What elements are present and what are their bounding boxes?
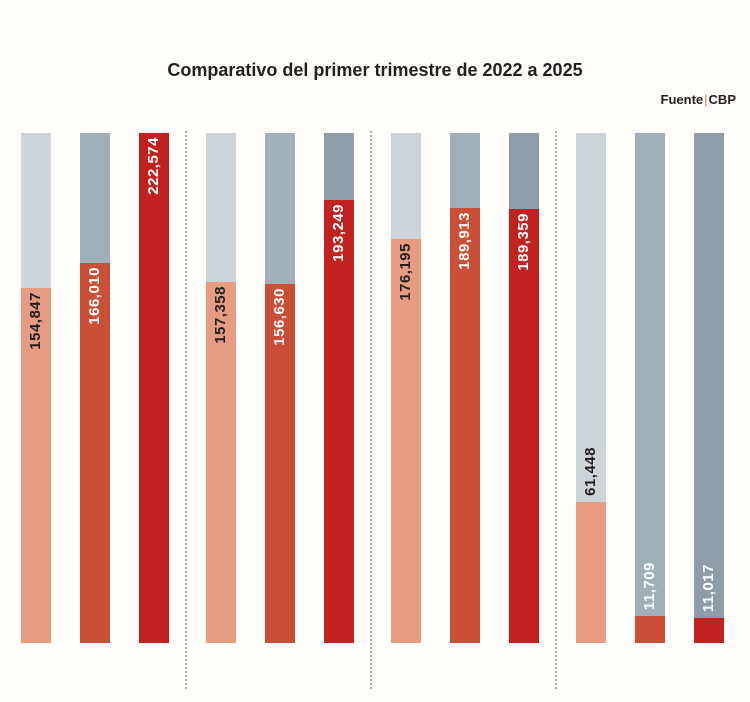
value-label-2022-ENE: 154,847: [27, 292, 44, 350]
group-separator: [185, 131, 187, 691]
source-separator: |: [704, 92, 708, 107]
bar-2024-MAR: [509, 209, 539, 643]
source-credit: Fuente|CBP: [661, 92, 736, 107]
bar-column-2022-MAR: 222,574: [139, 133, 169, 643]
bar-2022-FEB: [80, 263, 110, 643]
bar-2025-MAR: [694, 618, 724, 643]
value-label-2024-ENE: 176,195: [397, 243, 414, 301]
year-group-2025: 61,448ENE11,709FEB11,017MAR2025: [566, 133, 732, 702]
bar-column-2024-MAR: 189,359: [509, 133, 539, 643]
bar-column-2023-MAR: 193,249: [324, 133, 354, 643]
value-label-2024-MAR: 189,359: [515, 213, 532, 271]
value-label-2025-MAR: 11,017: [700, 563, 717, 612]
source-label: Fuente: [660, 92, 704, 107]
year-group-2022: 154,847ENE166,010FEB222,574MAR2022: [11, 133, 177, 702]
group-separator: [555, 131, 557, 691]
bar-2023-MAR: [324, 200, 354, 643]
chart-title: DETENCIONES MIGRANTES: [234, 21, 516, 43]
bar-column-2024-ENE: 176,195: [391, 133, 421, 643]
bar-2023-ENE: [206, 282, 236, 643]
year-group-2024: 176,195ENE189,913FEB189,359MAR2024: [381, 133, 547, 702]
bar-column-2022-FEB: 166,010: [80, 133, 110, 643]
source-name: CBP: [708, 92, 736, 107]
value-label-2023-FEB: 156,630: [271, 288, 288, 346]
bar-2022-ENE: [21, 288, 51, 643]
bar-column-2023-FEB: 156,630: [265, 133, 295, 643]
bar-column-2025-ENE: 61,448: [576, 133, 606, 643]
value-label-2022-MAR: 222,574: [145, 137, 162, 195]
bar-track-2025-MAR: [694, 133, 724, 643]
bar-column-2023-ENE: 157,358: [206, 133, 236, 643]
group-separator: [370, 131, 372, 691]
value-label-2025-ENE: 61,448: [582, 447, 599, 496]
chart-subtitle: Comparativo del primer trimestre de 2022…: [167, 60, 583, 80]
value-label-2023-ENE: 157,358: [212, 286, 229, 344]
bar-2022-MAR: [139, 133, 169, 643]
bar-column-2025-MAR: 11,017: [694, 133, 724, 643]
bar-2024-FEB: [450, 208, 480, 643]
value-label-2025-FEB: 11,709: [641, 561, 658, 610]
value-label-2023-MAR: 193,249: [330, 204, 347, 262]
title-banner: DETENCIONES MIGRANTES: [10, 13, 740, 52]
year-group-2023: 157,358ENE156,630FEB193,249MAR2023: [196, 133, 362, 702]
bar-2025-ENE: [576, 502, 606, 643]
bar-2023-FEB: [265, 284, 295, 643]
bar-column-2022-ENE: 154,847: [21, 133, 51, 643]
bar-column-2025-FEB: 11,709: [635, 133, 665, 643]
bar-column-2024-FEB: 189,913: [450, 133, 480, 643]
bar-track-2025-FEB: [635, 133, 665, 643]
value-label-2022-FEB: 166,010: [86, 267, 103, 325]
bar-2024-ENE: [391, 239, 421, 643]
value-label-2024-FEB: 189,913: [456, 212, 473, 270]
bar-2025-FEB: [635, 616, 665, 643]
